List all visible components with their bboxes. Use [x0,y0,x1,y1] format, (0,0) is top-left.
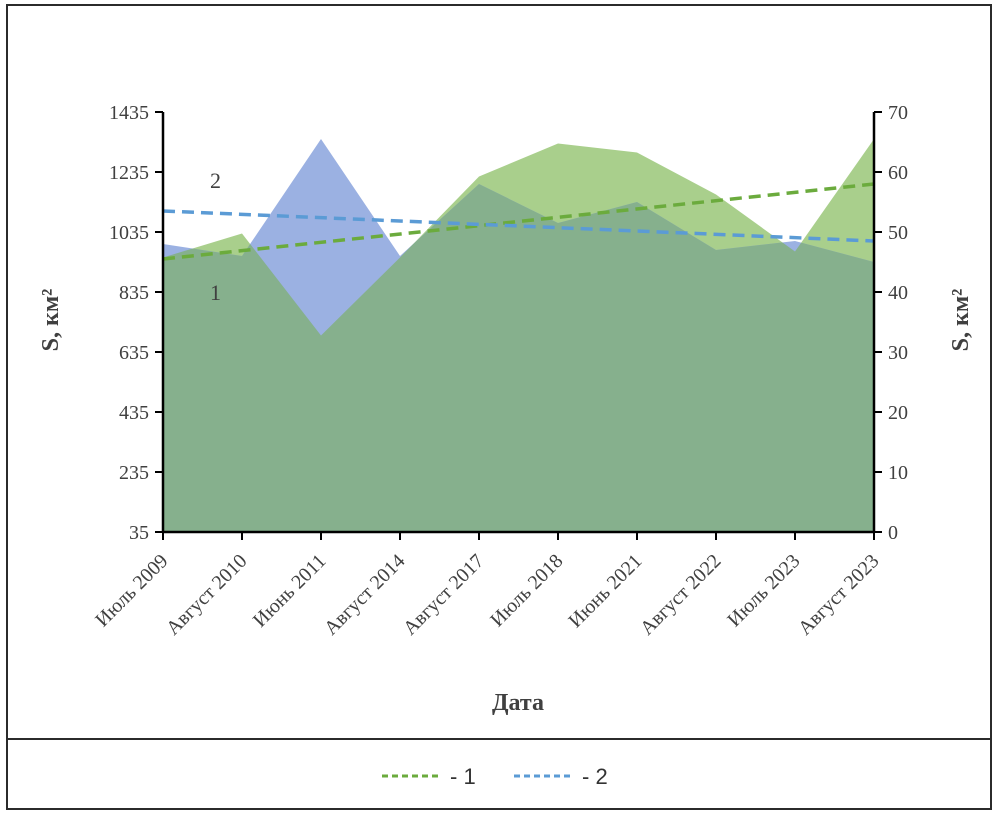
y-axis-right-title: S, км² [948,289,974,352]
x-tick-label: Август 2022 [636,550,726,640]
x-tick-label: Август 2014 [320,550,410,640]
series-label-1: 1 [210,280,221,305]
x-tick-label: Июль 2009 [91,550,172,631]
y-axis-left-title: S, км² [38,289,64,352]
trendline-1 [162,182,875,261]
y-left-tick-label: 1435 [109,102,149,124]
y-left-tick-label: 235 [119,462,149,484]
axes [161,112,876,534]
y-left-tick-label: 1035 [109,222,149,244]
legend: - 1 - 2 [382,764,608,789]
x-tick-label: Июнь 2011 [249,550,331,632]
legend-divider [6,738,992,740]
y-right-tick-label: 50 [888,222,908,244]
x-tick-label: Август 2010 [162,550,252,640]
y-left-tick-label: 1235 [109,162,149,184]
x-tick-label: Август 2023 [794,550,884,640]
legend-label-2: - 2 [582,764,608,789]
legend-label-1: - 1 [450,764,476,789]
left-axis-ticks: 35 235 435 635 835 1035 1235 1435 [109,102,163,544]
y-right-tick-label: 30 [888,342,908,364]
y-right-tick-label: 40 [888,282,908,304]
right-axis-ticks: 0 10 20 30 40 50 60 70 [874,102,908,544]
trendlines [162,182,875,261]
y-left-tick-label: 835 [119,282,149,304]
series-label-2: 2 [210,168,221,193]
y-left-tick-label: 35 [129,522,149,544]
y-left-tick-label: 435 [119,402,149,424]
y-right-tick-label: 10 [888,462,908,484]
plot-areas [163,139,874,532]
x-axis-title: Дата [492,690,544,716]
y-right-tick-label: 20 [888,402,908,424]
x-tick-label: Июль 2023 [723,550,804,631]
x-tick-label: Август 2017 [399,550,489,640]
y-right-tick-label: 60 [888,162,908,184]
y-right-tick-label: 0 [888,522,898,544]
x-tick-label: Июнь 2021 [564,550,646,632]
x-tick-label: Июль 2018 [486,550,567,631]
trendline-2 [162,209,875,243]
y-right-tick-label: 70 [888,102,908,124]
y-left-tick-label: 635 [119,342,149,364]
